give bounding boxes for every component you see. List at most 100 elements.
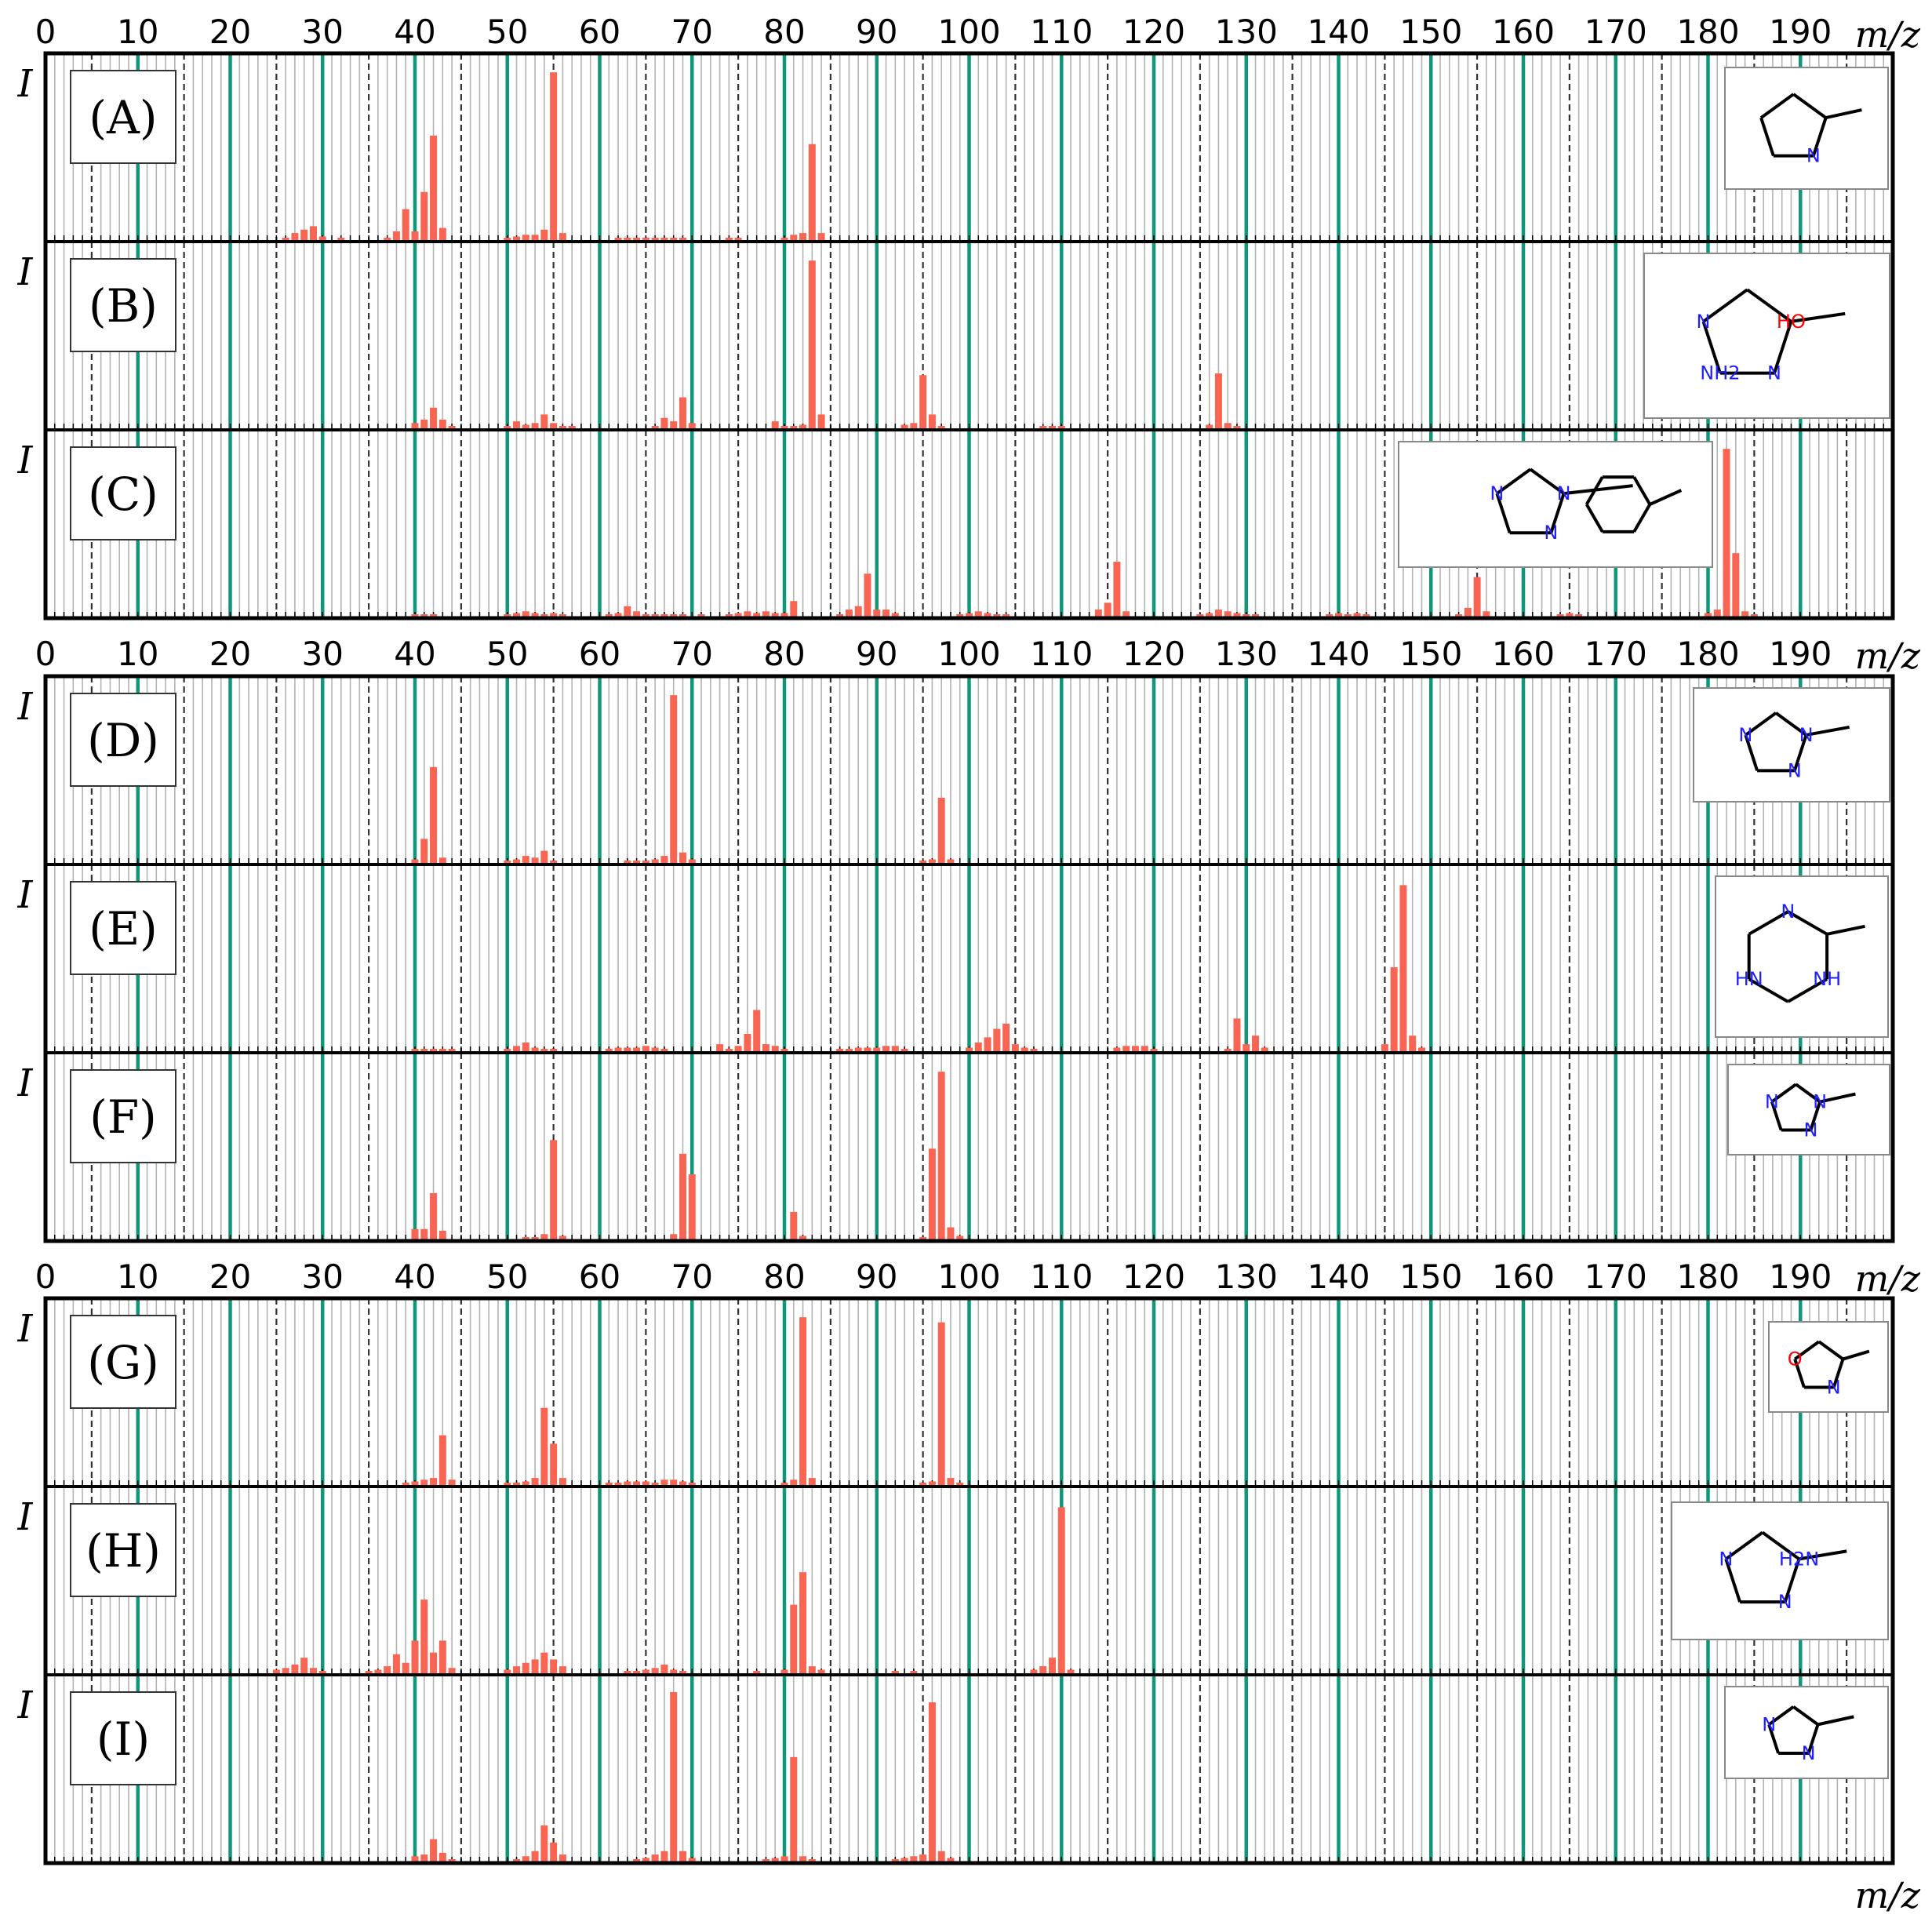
spectrum-peak: [808, 144, 816, 242]
group-frame: [43, 1296, 1895, 1865]
atom-label: N: [1788, 759, 1802, 781]
atom-label: N: [1719, 1548, 1733, 1570]
spectrum-peak: [679, 1153, 686, 1241]
spectrum-peak: [901, 1858, 908, 1863]
spectrum-peak: [272, 1669, 280, 1675]
spectrum-peak: [799, 233, 807, 242]
x-tick-label: 80: [763, 13, 805, 51]
x-tick-label: 100: [937, 13, 1000, 51]
spectrum-peak: [531, 423, 539, 430]
x-tick-label: 60: [579, 1257, 620, 1296]
spectrum-peak: [633, 861, 641, 864]
panel-label: (I): [70, 1691, 176, 1785]
panel-label-text: (D): [87, 714, 159, 767]
spectrum-peak: [845, 1049, 853, 1053]
spectrum-peak: [624, 606, 631, 618]
spectrum-peak: [966, 613, 973, 618]
spectrum-peak: [780, 1856, 788, 1863]
spectrum-peak: [679, 397, 686, 430]
spectrum-peak: [928, 414, 936, 430]
spectrum-peak: [522, 1042, 529, 1053]
spectrum-peak: [734, 613, 742, 618]
spectrum-peak: [614, 238, 622, 242]
spectrum-peak: [550, 613, 558, 618]
x-tick-label: 80: [763, 1257, 805, 1296]
spectrum-peak: [734, 238, 742, 242]
spectrum-peak: [1039, 1666, 1047, 1675]
x-tick-label: 100: [937, 635, 1000, 673]
spectrum-peak: [558, 426, 566, 430]
spectrum-peak: [614, 1047, 622, 1053]
spectrum-peak: [937, 797, 945, 864]
group-frame: [43, 674, 1895, 1243]
atom-label: N: [1557, 482, 1571, 504]
spectrum-bars: [411, 695, 955, 864]
y-axis-label: I: [17, 1061, 34, 1105]
spectrum-panel: I(D)NN N: [17, 675, 1894, 866]
spectrum-peak: [1113, 562, 1121, 618]
spectrum-peak: [688, 1858, 696, 1863]
panel-label: (B): [70, 258, 176, 352]
spectrum-peak: [651, 1483, 659, 1487]
spectrum-peak: [1214, 373, 1222, 430]
spectrum-peak: [670, 421, 678, 430]
spectrum-peak: [679, 1671, 686, 1675]
spectrum-peak: [1335, 613, 1342, 618]
spectrum-peak: [974, 1042, 982, 1053]
x-tick-label: 70: [671, 1257, 713, 1296]
spectrum-peak: [540, 1407, 548, 1487]
spectrum-peak: [540, 850, 548, 864]
spectrum-peak: [947, 1478, 955, 1487]
spectrum-peak: [974, 611, 982, 618]
spectrum-peak: [318, 1671, 326, 1675]
spectrum-peak: [430, 766, 438, 864]
spectrum-peak: [1252, 1035, 1260, 1053]
group-frame: [43, 51, 1895, 621]
spectrum-peak: [1390, 967, 1398, 1053]
spectrum-peak: [1011, 1044, 1019, 1053]
spectrum-peak: [420, 1600, 428, 1675]
spectrum-peak: [808, 260, 816, 430]
spectrum-peak: [1067, 1669, 1075, 1675]
spectrum-peak: [504, 238, 511, 242]
spectrum-peak: [891, 1046, 899, 1053]
spectrum-peak: [660, 238, 668, 242]
spectrum-bars: [411, 885, 1425, 1053]
spectrum-peak: [780, 613, 788, 618]
spectrum-peak: [836, 1049, 844, 1053]
x-tick-label: 90: [856, 1257, 897, 1296]
spectrum-peak: [1048, 426, 1056, 430]
spectrum-peak: [771, 1046, 779, 1053]
spectrum-peak: [854, 1047, 862, 1053]
x-axis-label: m/z: [1855, 635, 1921, 677]
spectrum-peak: [438, 1049, 446, 1053]
atom-label: N: [1802, 1742, 1816, 1764]
spectrum-peak: [309, 226, 317, 242]
spectrum-peak: [540, 1049, 548, 1053]
spectrum-peak: [309, 1668, 317, 1675]
atom-label: N: [1813, 1091, 1827, 1113]
spectrum-peak: [550, 1659, 558, 1675]
spectrum-peak: [910, 423, 918, 430]
x-tick-label: 40: [394, 635, 435, 673]
x-tick-label: 180: [1676, 635, 1739, 673]
spectrum-peak: [919, 1854, 927, 1863]
spectrum-peak: [420, 419, 428, 430]
spectrum-peak: [901, 1049, 908, 1053]
x-tick-label: 30: [302, 1257, 344, 1296]
x-axis-label: m/z: [1855, 13, 1921, 56]
spectrum-panel: I (B) N N HO NH2: [17, 240, 1894, 431]
x-tick-label: 50: [486, 635, 528, 673]
spectrum-peak: [633, 1671, 641, 1675]
spectrum-peak: [504, 1669, 511, 1675]
panel-label-text: (F): [89, 1090, 157, 1144]
2-amino-5-methylpyrazine-structure: N N H2N: [1671, 1501, 1889, 1640]
x-tick-label: 50: [486, 13, 528, 51]
spectrum-peak: [438, 857, 446, 864]
spectrum-peak: [392, 231, 400, 242]
spectrum-peak: [624, 238, 631, 242]
spectrum-peak: [633, 611, 641, 618]
spectrum-peak: [660, 856, 668, 864]
panel-label: (G): [70, 1315, 176, 1409]
1,4-dimethyl-1,2,3-triazole-structure: NN N: [1693, 687, 1890, 803]
